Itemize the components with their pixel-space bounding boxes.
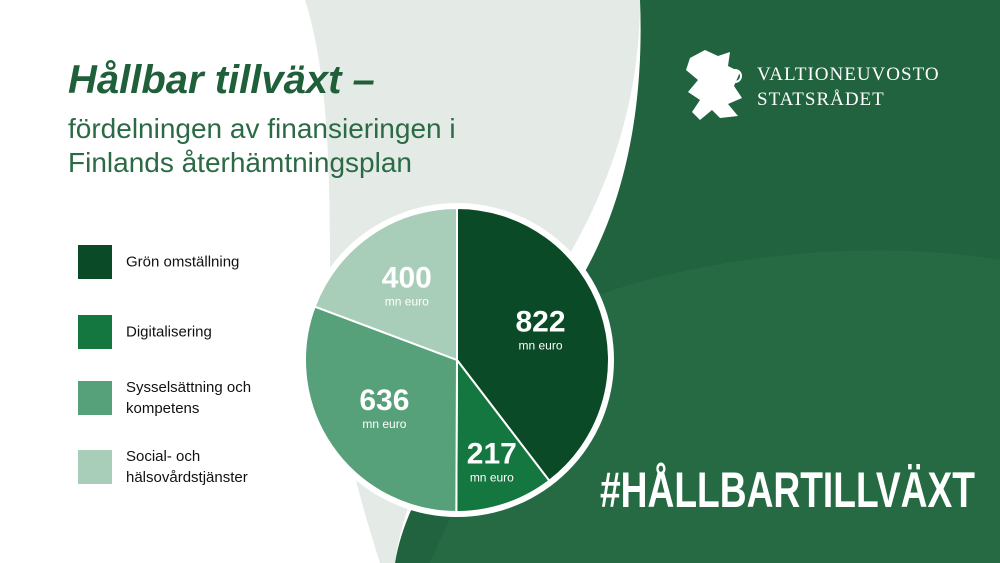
legend-swatch [78, 450, 112, 484]
value-label: 822 [515, 306, 565, 339]
hashtag: #HÅLLBARTILLVÄXT [600, 462, 975, 518]
legend-label: Sysselsättning och kompetens [126, 379, 252, 417]
legend-label: Digitalisering [126, 323, 212, 341]
legend-label: Grön omställning [126, 253, 240, 271]
value-label: 400 [382, 262, 432, 295]
pie-slice [456, 206, 610, 483]
legend-swatch [78, 315, 112, 349]
legend-label: Social- och hälsovårdstjänster [126, 448, 248, 486]
unit-label: mn euro [362, 417, 406, 431]
chart-subtitle: fördelningen av finansieringen i Finland… [68, 113, 456, 178]
chart-title: Hållbar tillväxt – [68, 58, 375, 102]
pie-slice [455, 357, 551, 513]
pie-slice [304, 305, 459, 514]
unit-label: mn euro [470, 471, 514, 485]
unit-label: mn euro [518, 339, 562, 353]
legend-swatch [78, 381, 112, 415]
pie-slice [313, 206, 458, 362]
brand-name-sv: STATSRÅDET [757, 89, 885, 110]
brand-name-fi: VALTIONEUVOSTO [757, 64, 940, 85]
legend-swatch [78, 245, 112, 279]
logo-lion [686, 50, 742, 120]
value-label: 217 [467, 438, 517, 471]
unit-label: mn euro [385, 295, 429, 309]
value-label: 636 [359, 384, 409, 417]
